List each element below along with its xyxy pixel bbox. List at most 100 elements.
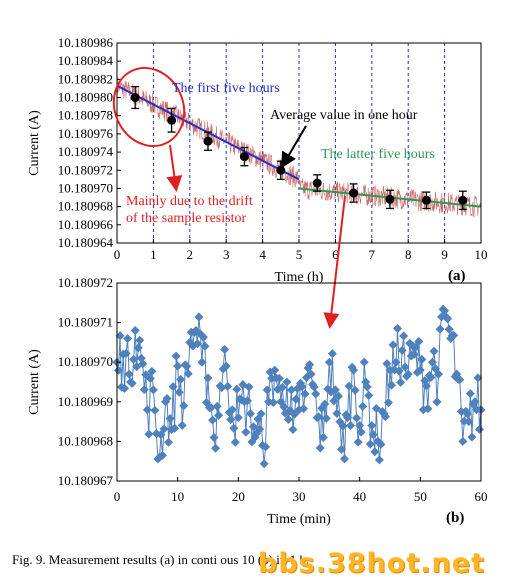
y-tick-label: 10.180966 — [58, 217, 114, 232]
data-point-diamond — [232, 384, 242, 394]
y-axis-label: Current (A) — [27, 349, 42, 415]
data-point-diamond — [299, 404, 309, 414]
data-point-diamond — [170, 423, 180, 433]
data-point-diamond — [346, 421, 356, 431]
data-point-diamond — [283, 414, 293, 424]
data-point-diamond — [255, 424, 265, 434]
hourly-average-point — [167, 115, 177, 125]
data-point-diamond — [388, 340, 398, 350]
x-tick-label: 0 — [114, 247, 121, 262]
data-point-diamond — [227, 405, 237, 415]
data-point-diamond — [470, 397, 480, 407]
data-point-diamond — [115, 331, 125, 341]
data-point-diamond — [206, 403, 216, 413]
data-point-diamond — [114, 365, 124, 375]
x-tick-label: 2 — [187, 247, 194, 262]
y-tick-label: 10.180984 — [58, 53, 114, 68]
data-point-diamond — [321, 413, 331, 423]
data-point-diamond — [274, 373, 284, 383]
data-point-diamond — [434, 369, 444, 379]
data-point-diamond — [270, 365, 280, 375]
data-point-diamond — [397, 345, 407, 355]
raw-current-trace — [116, 76, 482, 218]
data-point-diamond — [177, 420, 187, 430]
y-tick-label: 10.180968 — [58, 433, 113, 448]
data-point-diamond — [464, 417, 474, 427]
data-point-diamond — [203, 373, 213, 383]
data-point-diamond — [123, 334, 133, 344]
data-point-diamond — [394, 366, 404, 376]
data-point-diamond — [220, 345, 230, 355]
data-point-diamond — [344, 381, 354, 391]
y-tick-label: 10.180970 — [58, 354, 113, 369]
data-point-diamond — [353, 437, 363, 447]
data-point-diamond — [440, 306, 450, 316]
chart-b: 0 10 20 30 40 50 60 10.180967 10.180968 10.180969… — [27, 275, 488, 527]
data-point-diamond — [350, 385, 360, 395]
data-point-diamond — [427, 357, 437, 367]
drift-highlight-ellipse — [112, 67, 186, 147]
y-tick-label: 10.180964 — [58, 235, 114, 250]
data-point-diamond — [333, 391, 343, 401]
zoom-arrow — [323, 195, 346, 329]
data-point-diamond — [147, 366, 157, 376]
data-point-diamond — [315, 443, 325, 453]
data-point-diamond — [282, 377, 292, 387]
data-point-diamond — [324, 357, 334, 367]
data-point-diamond — [226, 415, 236, 425]
data-point-diamond — [214, 410, 224, 420]
data-point-diamond — [329, 396, 339, 406]
data-point-diamond — [311, 389, 321, 399]
data-point-diamond — [242, 396, 252, 406]
data-point-diamond — [349, 365, 359, 375]
data-point-diamond — [374, 455, 384, 465]
data-point-diamond — [358, 401, 368, 411]
data-point-diamond — [332, 408, 342, 418]
annotation-drift-line1: Mainly due to the drift — [126, 194, 253, 209]
data-point-diamond — [426, 372, 436, 382]
data-point-diamond — [233, 413, 243, 423]
y-tick-label: 10.180974 — [58, 144, 114, 159]
data-point-diamond — [449, 330, 459, 340]
data-point-diamond — [120, 383, 130, 393]
data-point-diamond — [403, 369, 413, 379]
data-point-diamond — [380, 412, 390, 422]
data-point-diamond — [370, 447, 380, 457]
data-point-diamond — [288, 425, 298, 435]
data-point-diamond — [145, 374, 155, 384]
x-tick-label: 40 — [353, 489, 366, 504]
y-tick-label: 10.180972 — [58, 275, 113, 290]
data-point-diamond — [138, 359, 148, 369]
data-point-diamond — [171, 351, 181, 361]
data-point-diamond — [327, 349, 337, 359]
x-tick-label: 10 — [475, 247, 488, 262]
data-point-diamond — [291, 394, 301, 404]
x-tick-label: 10 — [171, 489, 184, 504]
data-point-diamond — [286, 385, 296, 395]
hourly-average-point — [458, 195, 468, 205]
data-point-diamond — [417, 355, 427, 365]
y-tick-label: 10.180971 — [58, 315, 113, 330]
data-point-diamond — [458, 436, 468, 446]
x-tick-label: 1 — [150, 247, 157, 262]
hourly-average-point — [421, 195, 431, 205]
data-point-diamond — [183, 369, 193, 379]
data-point-diamond — [443, 314, 453, 324]
x-axis-label: Time (min) — [267, 512, 331, 527]
data-point-diamond — [162, 393, 172, 403]
chart-a: 0 1 2 3 4 5 6 7 8 9 10 10.180964 10.180966 10.180968 1… — [27, 35, 488, 329]
data-point-diamond — [121, 349, 131, 359]
data-point-diamond — [148, 385, 158, 395]
x-tick-label: 20 — [232, 489, 245, 504]
data-point-diamond — [409, 349, 419, 359]
hourly-average-point — [239, 152, 249, 162]
y-tick-label: 10.180980 — [58, 90, 113, 105]
x-tick-label: 7 — [369, 247, 376, 262]
annotation-latter-five-hours: The latter five hours — [321, 147, 435, 162]
panel-label: (a) — [448, 268, 466, 284]
data-point-diamond — [173, 361, 183, 371]
data-point-diamond — [421, 381, 431, 391]
data-point-diamond — [256, 409, 266, 419]
data-point-diamond — [245, 409, 255, 419]
data-point-diamond — [429, 346, 439, 356]
